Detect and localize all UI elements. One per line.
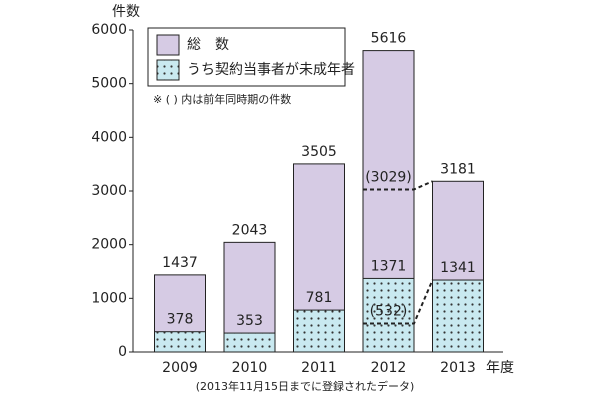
- value-label: 1437: [162, 255, 198, 271]
- value-label: 3505: [301, 144, 337, 160]
- y-tick-label: 0: [118, 344, 127, 360]
- y-tick-label: 1000: [91, 290, 127, 306]
- prior-period-line: [363, 180, 433, 191]
- y-axis-title: 件数: [112, 4, 140, 20]
- value-label: 1371: [371, 258, 407, 274]
- x-tick-label: 2013: [440, 360, 476, 376]
- note: (2013年11月15日までに登録されたデータ): [196, 379, 415, 393]
- x-tick-label: 2010: [232, 360, 268, 376]
- value-label: 1341: [440, 260, 476, 276]
- value-label: 5616: [371, 31, 407, 47]
- y-tick-label: 5000: [91, 76, 127, 92]
- legend-swatch: [156, 59, 180, 81]
- y-tick-label: 2000: [91, 237, 127, 253]
- value-label: 3181: [440, 161, 476, 177]
- value-label: 781: [306, 290, 333, 306]
- plot: 0 1000 2000 3000 4000 5000 6000 2009 1437 378 2010…: [91, 22, 503, 376]
- y-tick-label: 3000: [91, 183, 127, 199]
- bar: [154, 331, 206, 353]
- y-tick-label: 4000: [91, 129, 127, 145]
- value-label: 2043: [232, 222, 268, 238]
- bar: [432, 279, 484, 353]
- y-tick-label: 6000: [91, 22, 127, 38]
- bar: [223, 332, 276, 353]
- x-tick-label: 2011: [301, 360, 337, 376]
- legend-label: うち契約当事者が未成年者: [187, 62, 355, 78]
- bar: [362, 277, 415, 353]
- prior-period-label: (532): [370, 303, 408, 319]
- legend-label: 総 数: [187, 37, 229, 53]
- legend-box: [147, 27, 346, 87]
- value-label: 353: [236, 313, 263, 329]
- x-tick-label: 2009: [162, 360, 198, 376]
- bar: [293, 309, 345, 353]
- legend-swatch: [156, 34, 180, 56]
- prior-period-label: (3029): [365, 169, 412, 185]
- value-label: 378: [167, 312, 194, 328]
- x-axis-title: 年度: [486, 360, 514, 376]
- legend-note: ※ ( ) 内は前年同時期の件数: [153, 92, 291, 106]
- x-tick-label: 2012: [371, 360, 407, 376]
- prior-period-line: [363, 279, 434, 325]
